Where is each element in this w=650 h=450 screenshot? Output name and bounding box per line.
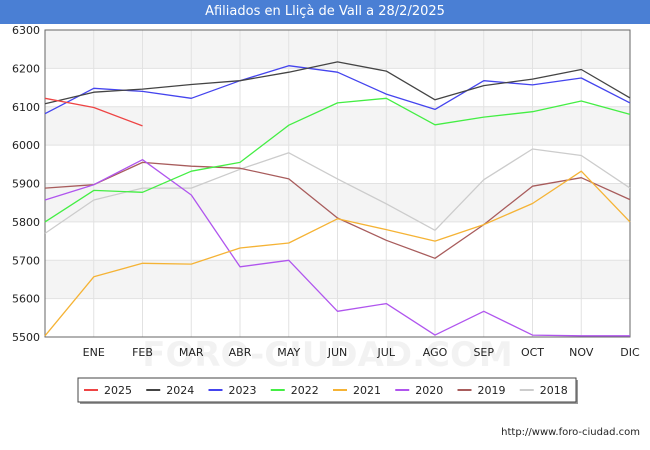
legend-box [77, 377, 577, 403]
y-tick-label: 5800 [12, 216, 40, 229]
x-tick-label: ENE [83, 346, 105, 359]
legend-label-2023: 2023 [229, 384, 257, 397]
watermark-text: FORO-CIUDAD.COM [142, 335, 513, 375]
series-line-2022 [44, 97, 631, 223]
y-tick-label: 5900 [12, 178, 40, 191]
y-tick-label: 6100 [12, 101, 40, 114]
legend-label-2020: 2020 [415, 384, 443, 397]
series-line-2024 [44, 61, 631, 105]
chart-title: Afiliados en Lliçà de Vall a 28/2/2025 [0, 0, 650, 24]
x-tick-label: MAR [179, 346, 204, 359]
legend-label-2022: 2022 [291, 384, 319, 397]
plot-border [44, 29, 631, 338]
y-tick-label: 5500 [12, 331, 40, 344]
legend-label-2019: 2019 [478, 384, 506, 397]
x-tick-label: DIC [620, 346, 640, 359]
series-line-2019 [44, 161, 631, 259]
x-tick-label: JUL [377, 346, 396, 359]
y-tick-label: 6200 [12, 62, 40, 75]
x-tick-label: SEP [473, 346, 494, 359]
source-url[interactable]: http://www.foro-ciudad.com [501, 427, 640, 438]
y-tick-label: 5700 [12, 254, 40, 267]
legend-label-2018: 2018 [540, 384, 568, 397]
x-tick-label: ABR [229, 346, 252, 359]
x-tick-label: NOV [569, 346, 594, 359]
legend-label-2021: 2021 [353, 384, 381, 397]
y-tick-label: 5600 [12, 293, 40, 306]
series-line-2021 [44, 170, 631, 337]
legend-label-2025: 2025 [104, 384, 132, 397]
y-tick-label: 6000 [12, 139, 40, 152]
y-tick-label: 6300 [12, 24, 40, 37]
series-line-2025 [44, 97, 143, 127]
x-tick-label: AGO [423, 346, 448, 359]
x-tick-label: FEB [132, 346, 153, 359]
series-line-2020 [44, 159, 630, 337]
series-line-2023 [44, 65, 631, 115]
x-tick-label: MAY [277, 346, 300, 359]
series-line-2018 [44, 148, 631, 234]
legend-label-2024: 2024 [166, 384, 194, 397]
x-tick-label: OCT [521, 346, 544, 359]
x-tick-label: JUN [327, 346, 348, 359]
